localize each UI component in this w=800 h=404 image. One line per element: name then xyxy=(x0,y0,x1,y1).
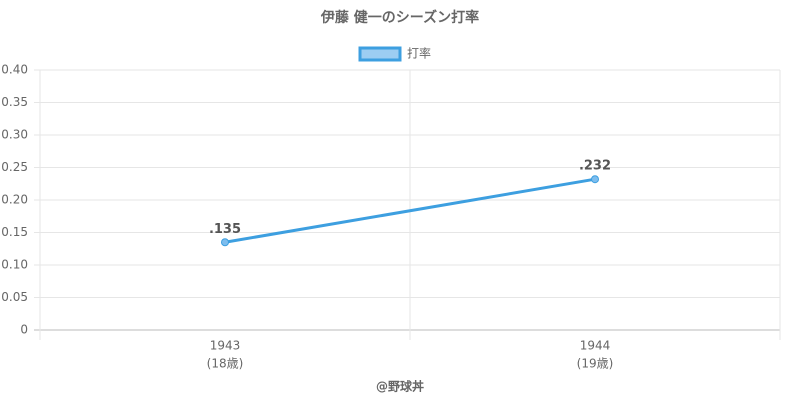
y-tick-label: 0.20 xyxy=(1,193,28,207)
point xyxy=(591,175,599,184)
x-tick-sublabel: (19歳) xyxy=(577,357,614,371)
y-tick-label: 0 xyxy=(20,323,28,337)
x-tick-label: 1944 xyxy=(580,339,611,353)
y-tick-label: 0.35 xyxy=(1,95,28,109)
chart-title: 伊藤 健一のシーズン打率 xyxy=(320,9,479,26)
point xyxy=(221,238,229,247)
credit: @野球丼 xyxy=(376,379,424,394)
data-label: .232 xyxy=(579,159,611,174)
y-tick-label: 0.25 xyxy=(1,160,28,174)
legend-label: 打率 xyxy=(407,46,431,61)
x-tick-label: 1943 xyxy=(210,339,241,353)
y-tick-label: 0.30 xyxy=(1,128,28,142)
legend-swatch xyxy=(358,46,402,62)
y-tick-label: 0.05 xyxy=(1,290,28,304)
y-tick-label: 0.10 xyxy=(1,258,28,272)
y-tick-label: 0.40 xyxy=(1,63,28,77)
x-tick-sublabel: (18歳) xyxy=(207,357,244,371)
data-label: .135 xyxy=(209,222,241,237)
y-tick-label: 0.15 xyxy=(1,225,28,239)
line xyxy=(224,177,596,244)
